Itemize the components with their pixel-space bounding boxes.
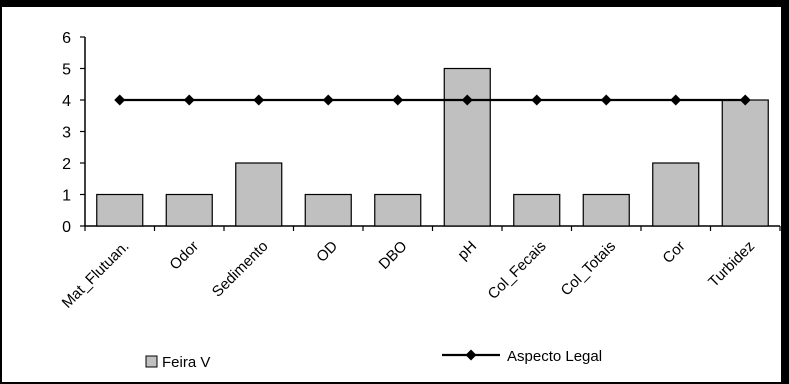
line-point	[531, 94, 543, 106]
bar	[96, 193, 144, 227]
line-point	[392, 94, 404, 106]
line-point	[253, 94, 265, 106]
line-point	[670, 94, 682, 106]
x-tick-label: Mat_Flutuan.	[59, 238, 133, 312]
x-tick-label: Cor	[659, 238, 688, 267]
y-tick-label: 2	[62, 156, 71, 173]
x-tick-label: Sedimento	[209, 238, 272, 301]
line-point	[114, 94, 126, 106]
bar	[513, 193, 561, 227]
bar	[582, 193, 630, 227]
line-point	[461, 94, 473, 106]
x-tick-label: Col_Fecais	[485, 238, 550, 303]
line-point	[739, 94, 751, 106]
legend-line-marker	[465, 349, 477, 361]
bar	[443, 67, 491, 227]
y-tick-label: 3	[62, 125, 71, 142]
y-tick-label: 6	[62, 30, 71, 47]
x-tick-label: Odor	[166, 238, 202, 274]
x-tick-label: Turbidez	[705, 238, 758, 291]
line-point	[600, 94, 612, 106]
x-tick-label: OD	[313, 238, 341, 266]
line-point	[183, 94, 195, 106]
x-tick-label: pH	[454, 238, 480, 264]
y-tick-label: 5	[62, 62, 71, 79]
x-tick-label: DBO	[376, 238, 411, 273]
x-tick-label: Col_Totais	[558, 238, 620, 300]
y-tick-label: 4	[62, 93, 71, 110]
bar	[165, 193, 213, 227]
legend-bar-swatch	[145, 355, 158, 368]
legend-label: Feira V	[162, 354, 210, 371]
y-tick-label: 0	[62, 219, 71, 236]
bar	[652, 162, 700, 227]
legend-label: Aspecto Legal	[507, 348, 602, 365]
y-tick-label: 1	[62, 188, 71, 205]
bar	[721, 99, 769, 227]
bar	[304, 193, 352, 227]
line-point	[322, 94, 334, 106]
bar	[374, 193, 422, 227]
bar	[235, 162, 283, 227]
